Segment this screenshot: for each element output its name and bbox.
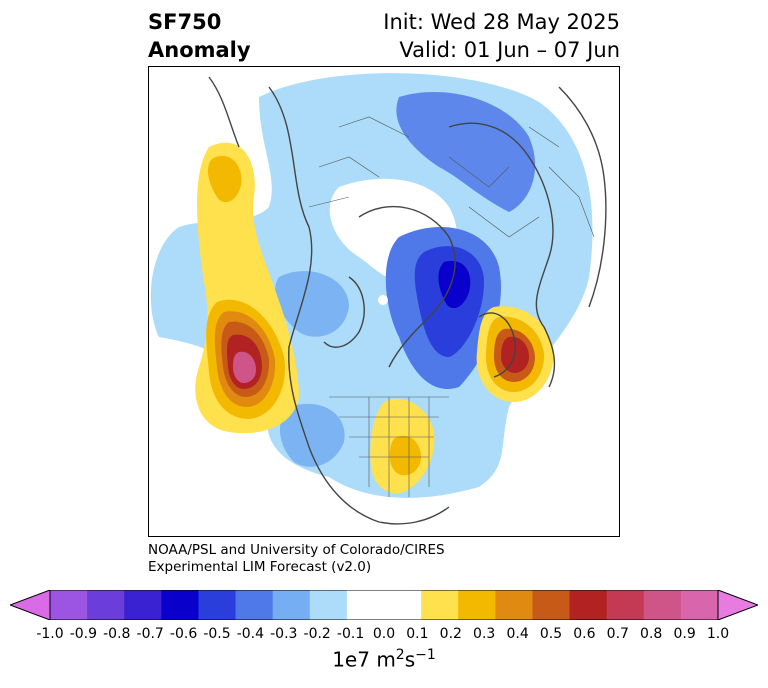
map-panel <box>148 66 620 537</box>
colorbar-tick-label: -0.3 <box>270 626 298 642</box>
colorbar-tick-label: 0.8 <box>640 626 663 642</box>
pole-marker <box>378 295 388 305</box>
colorbar-cell <box>569 590 608 620</box>
colorbar-tick-label: -0.2 <box>303 626 331 642</box>
colorbar-tick-label: 0.3 <box>473 626 496 642</box>
colorbar-cell <box>458 590 496 620</box>
colorbar-tick-label: 0.2 <box>439 626 462 642</box>
valid-range: Valid: 01 Jun – 07 Jun <box>399 38 620 62</box>
country-borders <box>308 116 595 497</box>
title-left: SF750 Anomaly <box>148 8 251 64</box>
field-name: SF750 <box>148 10 222 34</box>
colorbar-cells <box>50 590 719 620</box>
colorbar-cell <box>421 590 459 620</box>
neg-anomaly-us-west <box>279 403 345 467</box>
colorbar-tick-label: 0.4 <box>506 626 529 642</box>
title-right: Init: Wed 28 May 2025 Valid: 01 Jun – 07… <box>383 8 620 64</box>
anomaly-map <box>150 73 607 525</box>
colorbar-cell <box>309 590 348 620</box>
colorbar-tick-label: -0.8 <box>103 626 131 642</box>
colorbar-tick-label: -0.4 <box>236 626 265 642</box>
colorbar-cell <box>161 590 199 620</box>
credit-line-2: Experimental LIM Forecast (v2.0) <box>148 559 372 575</box>
colorbar-cell <box>346 590 385 620</box>
colorbar-tick-label: -0.9 <box>69 626 98 642</box>
colorbar-cell <box>87 590 125 620</box>
colorbar-cell <box>606 590 645 620</box>
neg-anomaly-west-canada <box>275 271 349 337</box>
colorbar-cell <box>235 590 274 620</box>
pos-anomaly-east-us-02 <box>389 435 421 476</box>
neg-anomaly-mid-north <box>396 91 536 212</box>
field-type: Anomaly <box>148 38 251 62</box>
credit-line-1: NOAA/PSL and University of Colorado/CIRE… <box>148 542 445 558</box>
colorbar-cell <box>50 590 88 620</box>
pos-anomaly-pacific-north <box>207 155 242 203</box>
colorbar-tick-label: -0.1 <box>336 626 365 642</box>
pos-anomaly-pacific-core <box>233 351 256 383</box>
colorbar-cell <box>124 590 162 620</box>
colorbar-cell <box>532 590 571 620</box>
colorbar-ticks: -1.0 -0.9 -0.8 -0.7 -0.6 -0.5 -0.4 -0.3 -0.2 -0.1… <box>0 626 768 646</box>
colorbar-tick-label: 0.0 <box>372 626 396 642</box>
colorbar-tick-label: -0.7 <box>136 626 164 642</box>
coastlines <box>208 76 607 525</box>
colorbar-tick-label: 0.6 <box>573 626 596 642</box>
colorbar-over-arrow <box>717 590 758 620</box>
colorbar-cell <box>495 590 533 620</box>
colorbar-cell <box>198 590 237 620</box>
colorbar-cell <box>384 590 422 620</box>
init-date: Init: Wed 28 May 2025 <box>383 10 620 34</box>
credit: NOAA/PSL and University of Colorado/CIRE… <box>148 542 445 576</box>
colorbar-tick-label: 0.1 <box>406 626 429 642</box>
colorbar-units: 1e7 m2s−1 <box>332 647 436 672</box>
colorbar-cell <box>643 590 682 620</box>
colorbar <box>10 590 758 620</box>
colorbar-under-arrow <box>10 590 51 620</box>
colorbar-cell <box>680 590 719 620</box>
colorbar-tick-label: -1.0 <box>36 626 64 642</box>
neg-anomaly-barents-core <box>438 261 471 309</box>
colorbar-outline <box>49 590 719 620</box>
colorbar-tick-label: -0.5 <box>203 626 231 642</box>
colorbar-tick-label: -0.6 <box>169 626 198 642</box>
colorbar-tick-label: 0.7 <box>606 626 629 642</box>
colorbar-tick-label: 0.5 <box>539 626 563 642</box>
colorbar-tick-label: 1.0 <box>706 626 730 642</box>
colorbar-tick-label: 0.9 <box>673 626 696 642</box>
colorbar-cell <box>272 590 311 620</box>
